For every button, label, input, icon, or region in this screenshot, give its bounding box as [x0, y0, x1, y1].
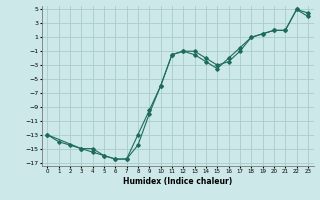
- X-axis label: Humidex (Indice chaleur): Humidex (Indice chaleur): [123, 177, 232, 186]
